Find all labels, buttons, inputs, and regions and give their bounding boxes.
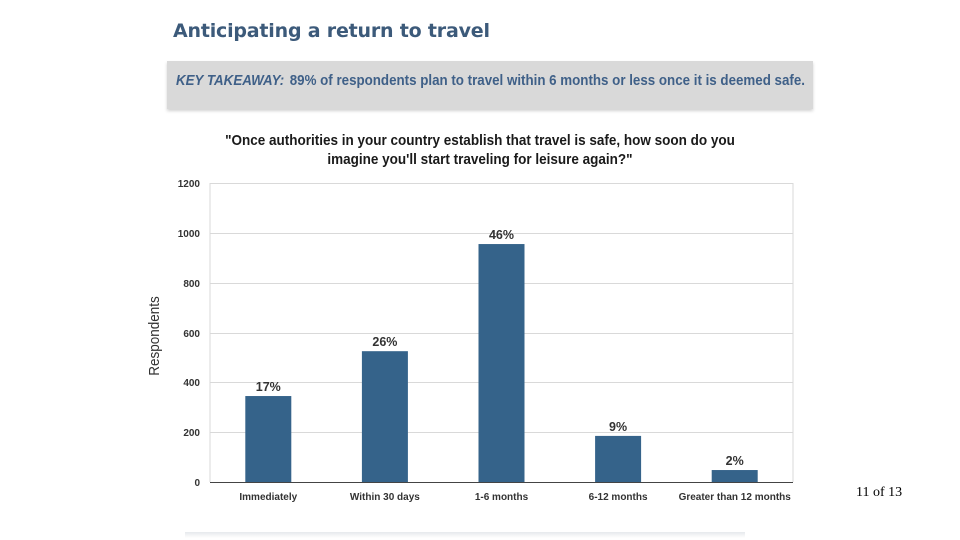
bottom-shadow — [185, 532, 745, 538]
key-takeaway-box: KEY TAKEAWAY: 89% of respondents plan to … — [167, 61, 813, 109]
bar — [361, 351, 408, 482]
data-label: 9% — [609, 420, 627, 434]
x-tick-label: Greater than 12 months — [679, 492, 792, 503]
bar — [595, 435, 642, 482]
page-total: 13 — [888, 485, 903, 500]
bar — [478, 244, 525, 482]
x-tick-label: 6-12 months — [589, 492, 648, 503]
y-tick-label: 1200 — [178, 179, 201, 190]
y-tick-label: 200 — [183, 428, 200, 439]
bar — [245, 396, 292, 482]
y-tick-label: 400 — [183, 378, 200, 389]
bar — [711, 470, 758, 482]
x-axis-ticks: Immediately Within 30 days 1-6 months 6-12 … — [239, 492, 791, 503]
y-tick-label: 1000 — [178, 229, 201, 240]
x-tick-label: Immediately — [239, 492, 297, 503]
page-current: 11 — [856, 485, 870, 500]
data-label: 46% — [489, 228, 514, 242]
y-tick-label: 600 — [183, 329, 200, 340]
chart-data-labels: 17% 26% 46% 9% 2% — [256, 228, 744, 468]
y-tick-label: 800 — [183, 279, 200, 290]
key-takeaway-text: 89% of respondents plan to travel within… — [289, 73, 805, 89]
key-takeaway-label: KEY TAKEAWAY: — [176, 73, 285, 89]
key-takeaway: KEY TAKEAWAY: 89% of respondents plan to … — [176, 73, 805, 89]
chart-title-line-1: "Once authorities in your country establ… — [225, 132, 735, 149]
slide-title: Anticipating a return to travel — [173, 20, 490, 42]
chart-bars — [245, 244, 758, 482]
page-of: of — [872, 485, 885, 500]
y-tick-label: 0 — [194, 478, 200, 489]
page-number: 11 of 13 — [856, 485, 902, 501]
x-tick-label: 1-6 months — [475, 492, 529, 503]
data-label: 26% — [372, 335, 397, 349]
data-label: 2% — [726, 454, 744, 468]
x-tick-label: Within 30 days — [350, 492, 420, 503]
chart-title-line-2: imagine you'll start traveling for leisu… — [327, 151, 633, 168]
data-label: 17% — [256, 380, 281, 394]
y-axis-label: Respondents — [146, 296, 163, 375]
y-axis-ticks: 0 200 400 600 800 1000 1200 — [178, 179, 201, 489]
chart-title: "Once authorities in your country establ… — [219, 131, 741, 169]
